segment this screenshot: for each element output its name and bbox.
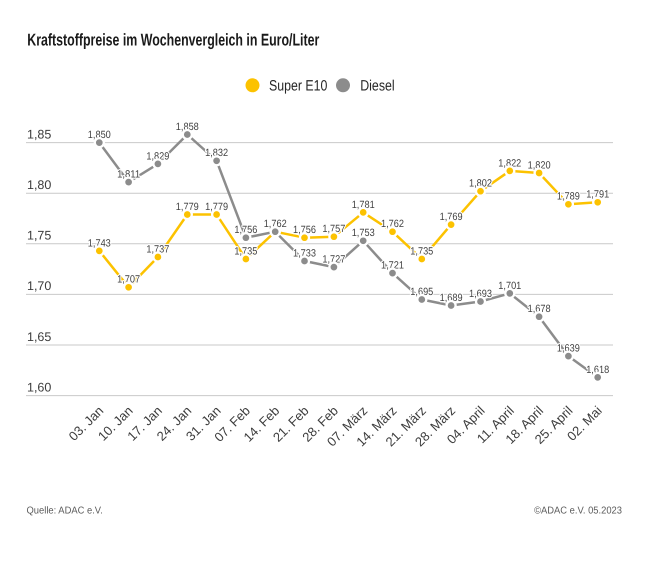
svg-text:1,829: 1,829 <box>146 150 169 162</box>
svg-text:1,80: 1,80 <box>27 178 51 192</box>
svg-text:1,791: 1,791 <box>586 189 609 201</box>
svg-text:1,727: 1,727 <box>322 254 345 266</box>
svg-text:1,762: 1,762 <box>381 218 404 230</box>
svg-text:1,75: 1,75 <box>27 229 51 243</box>
svg-text:1,779: 1,779 <box>205 201 228 213</box>
svg-text:1,743: 1,743 <box>88 237 111 249</box>
svg-text:1,693: 1,693 <box>469 288 492 300</box>
svg-text:1,70: 1,70 <box>27 279 51 293</box>
svg-text:1,850: 1,850 <box>88 129 111 141</box>
svg-text:1,779: 1,779 <box>176 201 199 213</box>
svg-text:1,756: 1,756 <box>234 224 257 236</box>
svg-text:1,769: 1,769 <box>440 211 463 223</box>
svg-text:1,60: 1,60 <box>27 380 51 394</box>
svg-text:Diesel: Diesel <box>360 77 395 94</box>
svg-text:1,639: 1,639 <box>557 343 580 355</box>
svg-text:1,753: 1,753 <box>352 227 375 239</box>
svg-text:1,756: 1,756 <box>293 224 316 236</box>
svg-text:Super E10: Super E10 <box>269 77 327 94</box>
svg-text:1,85: 1,85 <box>27 127 51 141</box>
svg-text:1,678: 1,678 <box>528 303 551 315</box>
svg-text:1,618: 1,618 <box>586 364 609 376</box>
svg-text:1,65: 1,65 <box>27 330 51 344</box>
svg-text:1,832: 1,832 <box>205 147 228 159</box>
svg-text:1,735: 1,735 <box>234 245 257 257</box>
svg-text:1,735: 1,735 <box>410 245 433 257</box>
svg-text:1,802: 1,802 <box>469 178 492 190</box>
svg-text:1,701: 1,701 <box>498 280 521 292</box>
svg-text:1,858: 1,858 <box>176 121 199 133</box>
svg-text:1,737: 1,737 <box>146 243 169 255</box>
svg-text:1,757: 1,757 <box>322 223 345 235</box>
svg-text:Quelle: ADAC e.V.: Quelle: ADAC e.V. <box>27 506 103 517</box>
svg-text:1,789: 1,789 <box>557 191 580 203</box>
svg-text:1,689: 1,689 <box>440 292 463 304</box>
svg-text:1,822: 1,822 <box>498 157 521 169</box>
svg-text:Kraftstoffpreise im Wochenverg: Kraftstoffpreise im Wochenvergleich in E… <box>27 31 319 50</box>
svg-text:1,721: 1,721 <box>381 260 404 272</box>
svg-text:1,811: 1,811 <box>117 169 140 181</box>
svg-text:1,820: 1,820 <box>528 159 551 171</box>
svg-text:1,695: 1,695 <box>410 286 433 298</box>
svg-text:1,762: 1,762 <box>264 218 287 230</box>
svg-text:1,781: 1,781 <box>352 199 375 211</box>
svg-text:©ADAC e.V. 05.2023: ©ADAC e.V. 05.2023 <box>534 506 622 517</box>
svg-text:1,733: 1,733 <box>293 247 316 259</box>
svg-text:1,707: 1,707 <box>117 274 140 286</box>
